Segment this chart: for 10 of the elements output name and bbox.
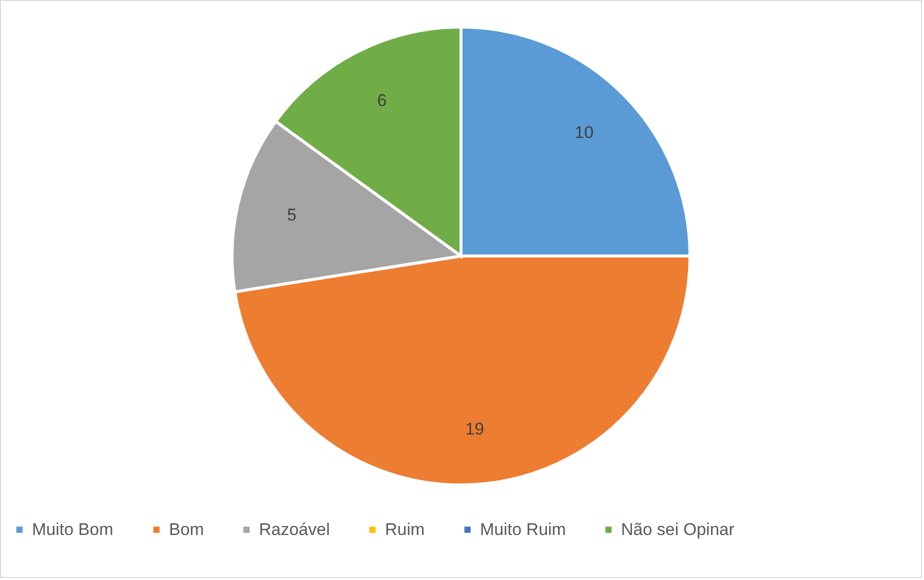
data-label: 19 <box>465 420 484 439</box>
legend-label: Ruim <box>385 520 425 539</box>
legend-label: Não sei Opinar <box>621 520 735 539</box>
legend-label: Muito Ruim <box>480 520 566 539</box>
legend-label: Muito Bom <box>32 520 114 539</box>
legend-label: Bom <box>169 520 204 539</box>
data-label: 5 <box>287 205 297 224</box>
legend-label: Razoável <box>259 520 330 539</box>
data-label: 6 <box>377 90 387 110</box>
data-label: 10 <box>574 122 594 142</box>
